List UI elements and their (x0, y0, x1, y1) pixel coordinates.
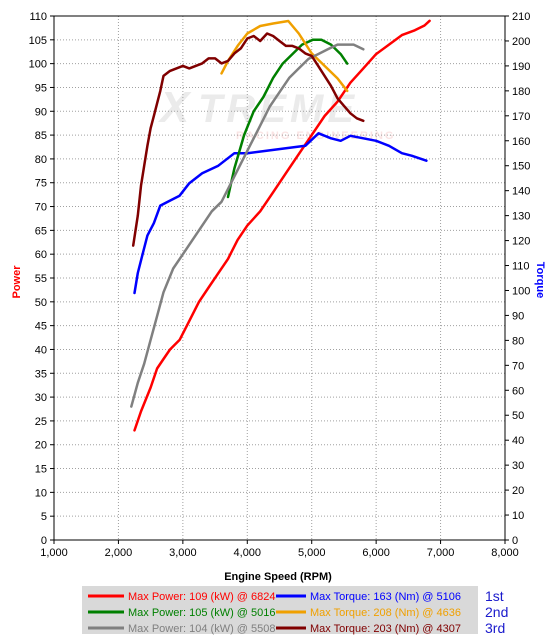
y-left-tick-label: 60 (35, 249, 47, 261)
series-line-1 (133, 19, 431, 432)
y-left-tick-label: 0 (41, 535, 47, 547)
y-right-tick-label: 60 (512, 385, 524, 397)
legend-label-torque: Max Torque: 203 (Nm) @ 4307 (310, 623, 461, 635)
legend-rank-label: 1st (485, 588, 504, 604)
y-right-tick-label: 20 (512, 485, 524, 497)
y-left-tick-label: 30 (35, 392, 47, 404)
y-right-axis-title: Torque (534, 262, 546, 298)
x-axis-ticks: 1,000 2,000 3,000 4,000 5,000 6,000 7,000 8,000 (40, 540, 519, 559)
y-left-tick-label: 20 (35, 440, 47, 452)
x-axis-title: Engine Speed (RPM) (224, 571, 332, 583)
x-tick-label: 8,000 (491, 547, 519, 559)
y-left-tick-label: 95 (35, 82, 47, 94)
y-right-tick-label: 210 (512, 11, 530, 23)
legend: Max Power: 109 (kW) @ 6824 Max Torque: 16… (82, 586, 508, 636)
y-left-tick-label: 100 (29, 59, 47, 71)
y-left-tick-label: 105 (29, 35, 47, 47)
y-left-axis-ticks: 0 5 10 15 20 25 30 35 40 45 50 55 60 65 70 75 80 85 90 95 10… (29, 11, 54, 547)
y-right-tick-label: 200 (512, 36, 530, 48)
legend-label-power: Max Power: 104 (kW) @ 5508 (128, 623, 276, 635)
y-right-tick-label: 100 (512, 285, 530, 297)
x-tick-label: 1,000 (40, 547, 68, 559)
y-left-tick-label: 90 (35, 106, 47, 118)
watermark-logo: X TREME RACING ENGINEERING (157, 83, 393, 142)
y-left-tick-label: 70 (35, 202, 47, 214)
x-tick-label: 7,000 (427, 547, 455, 559)
y-right-tick-label: 150 (512, 161, 530, 173)
y-right-tick-label: 160 (512, 136, 530, 148)
y-right-tick-label: 80 (512, 335, 524, 347)
y-right-tick-label: 180 (512, 86, 530, 98)
svg-text:X: X (157, 83, 192, 132)
legend-label-torque: Max Torque: 208 (Nm) @ 4636 (310, 607, 461, 619)
y-left-tick-label: 75 (35, 178, 47, 190)
legend-label-power: Max Power: 109 (kW) @ 6824 (128, 591, 276, 603)
y-right-tick-label: 40 (512, 435, 524, 447)
y-left-tick-label: 10 (35, 487, 47, 499)
y-right-tick-label: 50 (512, 410, 524, 422)
y-right-tick-label: 0 (512, 535, 518, 547)
y-right-tick-label: 90 (512, 310, 524, 322)
y-left-tick-label: 40 (35, 344, 47, 356)
y-left-tick-label: 50 (35, 297, 47, 309)
y-right-tick-label: 140 (512, 186, 530, 198)
y-left-tick-label: 5 (41, 511, 47, 523)
legend-rank-label: 3rd (485, 620, 505, 636)
x-tick-label: 2,000 (105, 547, 133, 559)
y-right-axis-ticks: 0 10 20 30 40 50 60 70 80 90 100 110 120 130 140 150 160… (505, 11, 530, 547)
y-right-tick-label: 120 (512, 236, 530, 248)
series-line-3 (226, 38, 349, 199)
legend-label-power: Max Power: 105 (kW) @ 5016 (128, 607, 276, 619)
series-line-5 (130, 43, 365, 408)
y-left-tick-label: 25 (35, 416, 47, 428)
y-right-tick-label: 70 (512, 360, 524, 372)
y-right-tick-label: 110 (512, 261, 530, 273)
y-left-tick-label: 15 (35, 464, 47, 476)
legend-box (82, 586, 478, 634)
y-left-tick-label: 45 (35, 321, 47, 333)
legend-label-torque: Max Torque: 163 (Nm) @ 5106 (310, 591, 461, 603)
y-right-tick-label: 30 (512, 460, 524, 472)
series-line-4 (220, 19, 349, 93)
series-lines (130, 19, 431, 432)
x-tick-label: 6,000 (362, 547, 390, 559)
y-left-tick-label: 85 (35, 130, 47, 142)
series-line-2 (133, 132, 428, 295)
x-tick-label: 4,000 (234, 547, 262, 559)
legend-rank-label: 2nd (485, 604, 508, 620)
y-left-tick-label: 65 (35, 225, 47, 237)
y-left-tick-label: 80 (35, 154, 47, 166)
y-left-tick-label: 35 (35, 368, 47, 380)
y-left-tick-label: 55 (35, 273, 47, 285)
series-line-6 (131, 32, 365, 247)
y-right-tick-label: 130 (512, 211, 530, 223)
x-tick-label: 3,000 (169, 547, 197, 559)
svg-text:TREME: TREME (198, 87, 358, 131)
y-right-tick-label: 170 (512, 111, 530, 123)
x-tick-label: 5,000 (298, 547, 326, 559)
y-left-axis-title: Power (11, 265, 23, 299)
y-right-tick-label: 10 (512, 510, 524, 522)
y-right-tick-label: 190 (512, 61, 530, 73)
y-left-tick-label: 110 (29, 11, 47, 23)
